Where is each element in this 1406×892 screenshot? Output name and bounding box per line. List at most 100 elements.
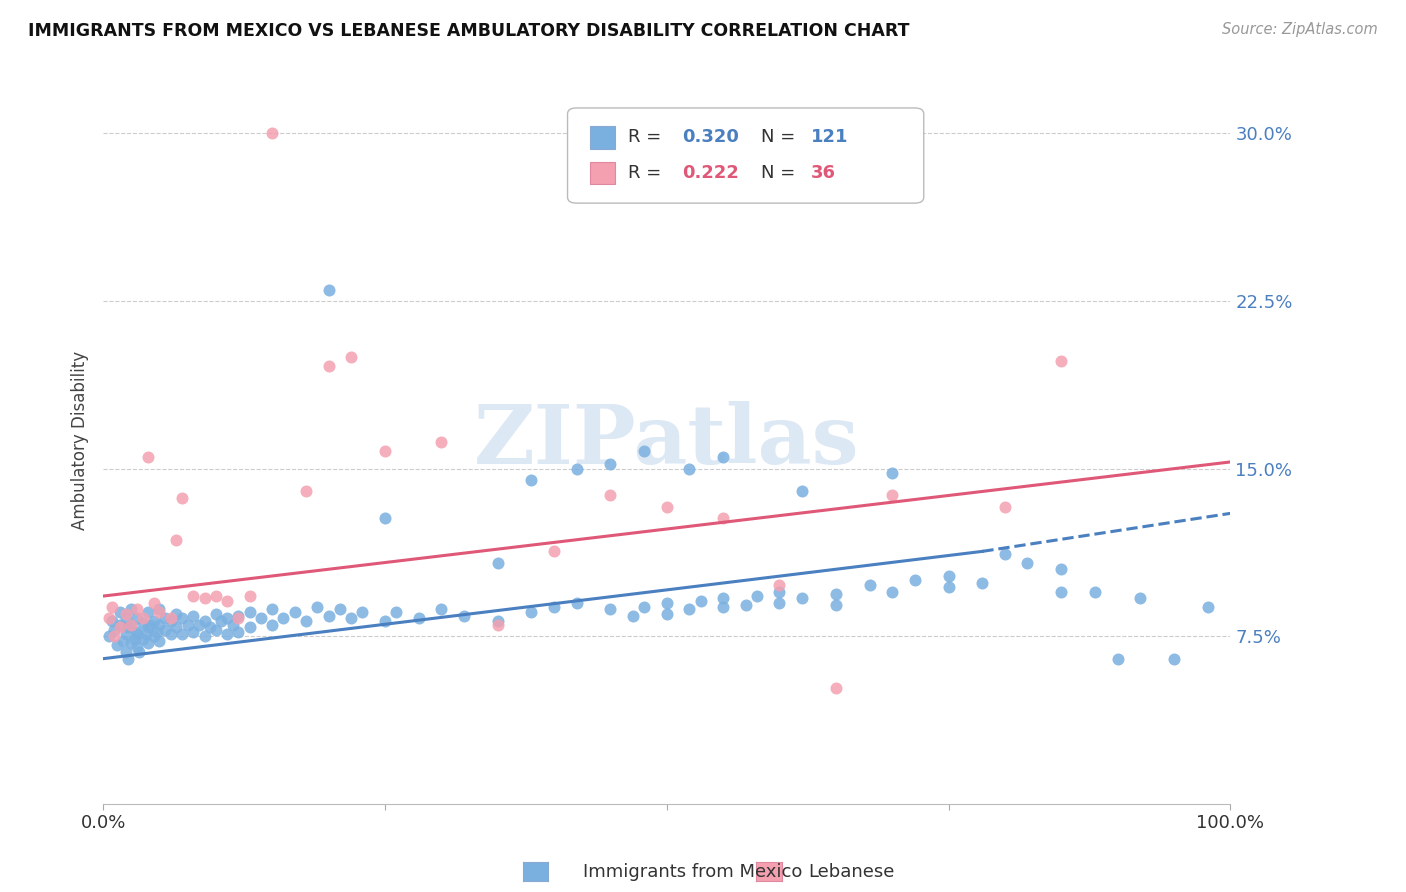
Point [352,605,374,619]
Point [385,605,408,619]
Point [108,605,131,619]
Point [125,611,148,625]
Text: Immigrants from Mexico: Immigrants from Mexico [583,863,803,881]
Point [295,614,318,628]
Point [153,611,176,625]
Point [262,126,284,140]
Point [205,607,228,621]
Point [120,618,142,632]
Point [711,450,734,465]
Point [621,609,644,624]
Point [194,591,217,606]
Point [142,614,165,628]
Point [103,629,125,643]
Point [200,620,222,634]
Point [543,544,565,558]
Point [565,596,588,610]
Point [250,611,273,625]
Point [1163,651,1185,665]
Point [824,681,846,695]
Text: 0.320: 0.320 [682,128,740,146]
Point [745,589,768,603]
Point [972,575,994,590]
Point [734,598,756,612]
Point [543,600,565,615]
Text: Source: ZipAtlas.com: Source: ZipAtlas.com [1222,22,1378,37]
Point [768,578,790,592]
Point [117,651,139,665]
Point [678,461,700,475]
Point [453,609,475,624]
Point [565,461,588,475]
Point [101,600,124,615]
Point [181,609,204,624]
Point [882,584,904,599]
Point [103,623,125,637]
Point [486,556,509,570]
Point [1129,591,1152,606]
Point [97,629,120,643]
Text: N =: N = [762,128,801,146]
Point [318,359,340,373]
Point [239,589,262,603]
FancyBboxPatch shape [591,127,614,149]
Point [273,611,295,625]
Point [114,611,136,625]
Point [159,614,181,628]
Point [295,483,318,498]
Point [768,596,790,610]
Point [318,283,340,297]
Point [938,569,960,583]
Point [128,645,150,659]
Point [307,600,329,615]
Point [136,636,159,650]
Point [340,611,363,625]
Point [217,627,239,641]
Text: R =: R = [628,128,668,146]
Point [711,511,734,525]
Point [994,500,1017,514]
Point [318,609,340,624]
Text: R =: R = [628,164,668,182]
Point [97,611,120,625]
Point [790,591,813,606]
Point [599,457,621,471]
Point [148,602,170,616]
Point [520,473,543,487]
Text: 36: 36 [811,164,837,182]
Point [205,589,228,603]
Point [187,618,209,632]
Point [165,533,187,548]
Point [228,624,250,639]
FancyBboxPatch shape [591,161,614,185]
Text: 121: 121 [811,128,848,146]
Point [125,640,148,655]
Point [108,618,131,632]
Point [170,491,193,505]
Point [170,627,193,641]
Point [135,627,157,641]
Point [486,618,509,632]
Point [374,614,396,628]
Point [194,629,217,643]
Point [768,584,790,599]
Point [711,591,734,606]
Point [205,623,228,637]
Point [994,547,1017,561]
Point [120,618,142,632]
Point [117,620,139,634]
Point [211,614,233,628]
Point [139,618,162,632]
Point [262,602,284,616]
Point [824,587,846,601]
Point [136,620,159,634]
Point [228,609,250,624]
Point [882,466,904,480]
Point [159,627,181,641]
Point [859,578,882,592]
Point [131,632,153,646]
Point [194,614,217,628]
Point [882,488,904,502]
Point [131,615,153,630]
Point [222,618,245,632]
